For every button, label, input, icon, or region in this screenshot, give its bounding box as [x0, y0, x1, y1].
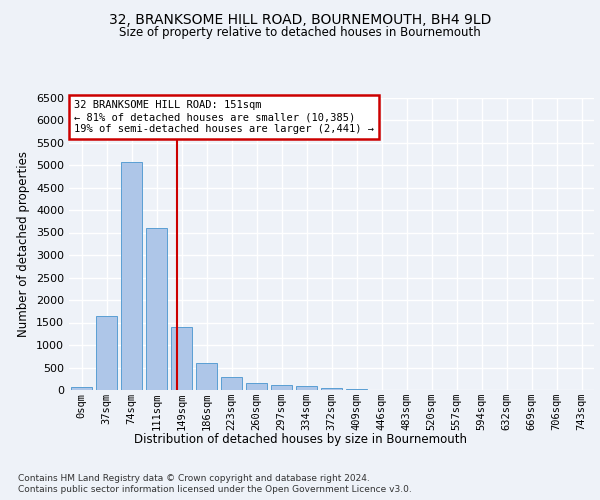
Bar: [271, 385, 292, 390]
Y-axis label: Number of detached properties: Number of detached properties: [17, 151, 31, 337]
Bar: [171, 327, 192, 390]
Text: 32, BRANKSOME HILL ROAD, BOURNEMOUTH, BH4 9LD: 32, BRANKSOME HILL ROAD, BOURNEMOUTH, BH…: [109, 12, 491, 26]
Text: Size of property relative to detached houses in Bournemouth: Size of property relative to detached ho…: [119, 26, 481, 39]
Text: 32 BRANKSOME HILL ROAD: 151sqm
← 81% of detached houses are smaller (10,385)
19%: 32 BRANKSOME HILL ROAD: 151sqm ← 81% of …: [74, 100, 374, 134]
Text: Contains public sector information licensed under the Open Government Licence v3: Contains public sector information licen…: [18, 485, 412, 494]
Bar: [246, 383, 267, 390]
Bar: [71, 386, 92, 390]
Bar: [321, 388, 342, 390]
Bar: [296, 386, 317, 390]
Bar: [196, 362, 217, 390]
Bar: [346, 388, 367, 390]
Bar: [96, 316, 117, 390]
Bar: [121, 162, 142, 390]
Bar: [221, 377, 242, 390]
Text: Contains HM Land Registry data © Crown copyright and database right 2024.: Contains HM Land Registry data © Crown c…: [18, 474, 370, 483]
Bar: [146, 228, 167, 390]
Text: Distribution of detached houses by size in Bournemouth: Distribution of detached houses by size …: [133, 432, 467, 446]
